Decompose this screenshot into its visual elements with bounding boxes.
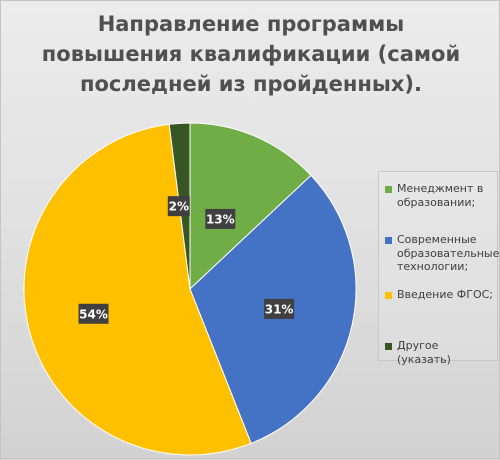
data-label-box-fgos (78, 303, 109, 324)
legend-label-technologies-1: Современные (397, 233, 477, 246)
data-label-text-other: 2% (169, 200, 189, 214)
chart-title-line-2: повышения квалификации (самой (41, 42, 461, 66)
legend-item-other: Другое (указать) (385, 339, 493, 366)
legend-label-other: Другое (указать) (397, 339, 451, 366)
chart-title: Направление программы повышения квалифик… (41, 9, 461, 99)
legend-label-management-1: Менеджмент в (397, 182, 484, 195)
legend-swatch-management (385, 186, 392, 193)
legend-swatch-technologies (385, 237, 392, 244)
legend-item-technologies: Современные образовательные технологии; (385, 233, 500, 274)
pie-slice-management (189, 122, 312, 291)
data-label-text-fgos: 54% (79, 307, 108, 321)
legend-swatch-other (385, 343, 392, 350)
legend-label-technologies-3: технологии; (397, 260, 469, 273)
chart-title-line-3: последней из пройденных). (80, 72, 422, 96)
data-label-text-technologies: 31% (265, 302, 294, 316)
data-label-fgos: 54% (78, 303, 109, 324)
data-label-box-technologies (264, 298, 295, 319)
data-label-text-management: 13% (206, 212, 235, 226)
chart-legend: Менеджмент в образовании; Современные об… (378, 171, 500, 366)
data-label-other: 2% (167, 196, 190, 217)
data-label-management: 13% (205, 208, 236, 229)
legend-item-fgos: Введение ФГОС; (385, 288, 493, 302)
legend-label-fgos: Введение ФГОС; (397, 288, 493, 301)
data-label-box-management (205, 208, 236, 229)
chart-title-line-1: Направление программы (97, 12, 405, 36)
data-label-box-other (167, 196, 190, 217)
legend-label-technologies-2: образовательные (397, 246, 500, 260)
legend-label-management-2: образовании; (397, 195, 476, 209)
legend-item-management: Менеджмент в образовании; (385, 182, 493, 209)
pie-slice-fgos (23, 123, 252, 456)
legend-swatch-fgos (385, 292, 392, 299)
data-label-technologies: 31% (264, 298, 295, 319)
